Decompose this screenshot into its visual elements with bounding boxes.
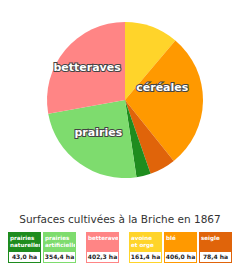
html-text:43,0 ha: 43,0 ha — [11, 253, 38, 260]
svg-text:betteraves: betteraves — [53, 61, 121, 74]
html-text:78,4 ha: 78,4 ha — [202, 253, 229, 260]
html-text:161,4 ha: 161,4 ha — [130, 253, 161, 260]
html-text:406,0 ha: 406,0 ha — [165, 253, 196, 260]
html-text:402,3 ha: 402,3 ha — [87, 253, 118, 260]
html-text:Surfaces cultivées à la Briche: Surfaces cultivées à la Briche en 1867 — [19, 213, 221, 225]
html-text:avoine et orge: avoine et orge — [131, 235, 154, 248]
html-text:seigle: seigle — [201, 235, 220, 241]
svg-text:prairies: prairies — [74, 126, 122, 139]
html-text:354,4 ha: 354,4 ha — [44, 253, 75, 260]
html-text:blé: blé — [166, 235, 176, 241]
svg-text:céréales: céréales — [136, 81, 189, 94]
